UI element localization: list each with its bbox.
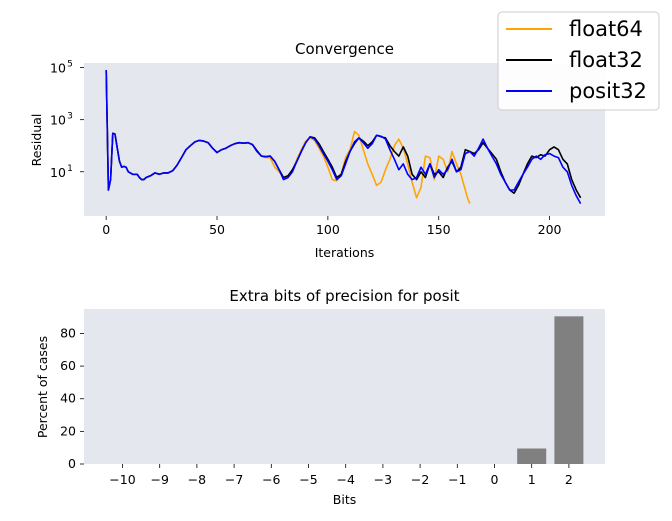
x-tick-label: 2 [565, 472, 573, 487]
precision-title: Extra bits of precision for posit [229, 287, 459, 305]
x-tick-label: −4 [336, 472, 354, 487]
convergence-y-axis-label: Residual [29, 114, 44, 167]
x-tick-label: −1 [448, 472, 466, 487]
precision-bars [517, 316, 584, 464]
x-tick-label: −6 [262, 472, 280, 487]
y-tick-label: 80 [60, 325, 76, 340]
legend: float64 float32 posit32 [497, 11, 660, 111]
x-tick-label: −7 [225, 472, 243, 487]
x-tick-label: 1 [528, 472, 536, 487]
x-tick-label: −10 [109, 472, 135, 487]
convergence-title: Convergence [295, 40, 394, 58]
convergence-series [105, 70, 582, 204]
precision-chart: Extra bits of precision for posit Bits P… [35, 287, 605, 507]
x-tick-label: −8 [188, 472, 206, 487]
x-tick-label: 50 [209, 222, 225, 237]
precision-y-axis-label: Percent of cases [35, 336, 50, 438]
x-tick-label: −3 [374, 472, 392, 487]
precision-plot-area [84, 309, 605, 464]
legend-label-float32: float32 [569, 48, 643, 72]
y-tick-label: 40 [60, 391, 76, 406]
bar-1 [517, 448, 547, 464]
legend-label-posit32: posit32 [569, 79, 647, 103]
y-tick-label: 20 [60, 423, 76, 438]
x-tick-label: −2 [411, 472, 429, 487]
convergence-x-axis-label: Iterations [315, 245, 375, 260]
x-tick-label: 200 [538, 222, 562, 237]
y-tick-label: 10 [50, 113, 66, 128]
y-tick-exponent: 5 [67, 60, 73, 70]
y-tick-exponent: 1 [67, 164, 73, 174]
x-tick-label: −5 [299, 472, 317, 487]
y-tick-label: 60 [60, 358, 76, 373]
y-tick-exponent: 3 [67, 112, 73, 122]
y-tick-label: 10 [50, 61, 66, 76]
legend-label-float64: float64 [569, 17, 643, 41]
legend-box [497, 11, 660, 111]
bar-2 [554, 316, 584, 464]
x-tick-label: 0 [102, 222, 110, 237]
x-tick-label: 0 [491, 472, 499, 487]
precision-x-axis-label: Bits [333, 492, 356, 507]
x-tick-label: −9 [150, 472, 168, 487]
series-line-posit32 [105, 70, 582, 204]
y-tick-label: 0 [68, 456, 76, 471]
x-tick-label: 150 [427, 222, 451, 237]
y-tick-label: 10 [50, 165, 66, 180]
x-tick-label: 100 [316, 222, 340, 237]
